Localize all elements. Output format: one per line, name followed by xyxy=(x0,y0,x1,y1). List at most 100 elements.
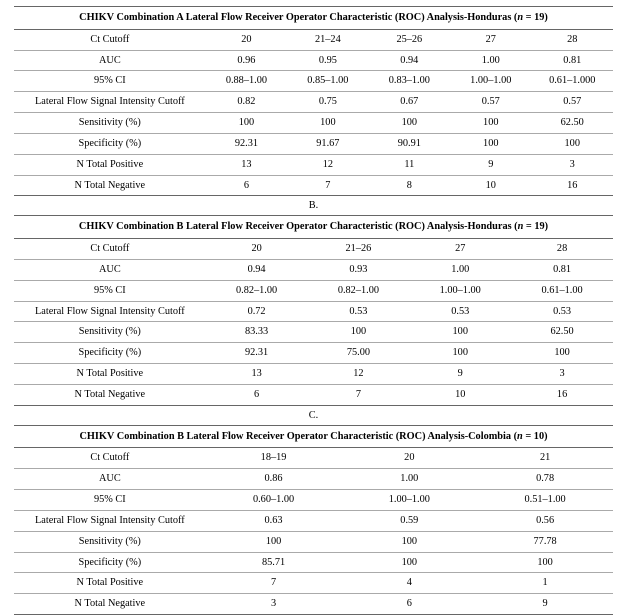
data-cell: 0.82–1.00 xyxy=(308,280,410,301)
data-cell: 83.33 xyxy=(206,322,308,343)
section-title: CHIKV Combination B Lateral Flow Receive… xyxy=(14,425,613,448)
data-cell: 10 xyxy=(450,175,531,196)
row-label: Lateral Flow Signal Intensity Cutoff xyxy=(14,301,206,322)
row-label: AUC xyxy=(14,50,206,71)
data-cell: 0.56 xyxy=(477,510,613,531)
row-label: AUC xyxy=(14,469,206,490)
row-label: 95% CI xyxy=(14,490,206,511)
data-cell: 6 xyxy=(206,175,287,196)
row-label: N Total Negative xyxy=(14,594,206,615)
col-header: 21 xyxy=(477,448,613,469)
row-label: N Total Positive xyxy=(14,573,206,594)
data-cell: 1.00–1.00 xyxy=(409,280,511,301)
data-cell: 100 xyxy=(341,552,477,573)
data-cell: 0.82 xyxy=(206,92,287,113)
col-header: 21–26 xyxy=(308,239,410,260)
data-cell: 12 xyxy=(308,364,410,385)
data-cell: 13 xyxy=(206,364,308,385)
row-label: N Total Negative xyxy=(14,384,206,405)
row-label: N Total Positive xyxy=(14,154,206,175)
row-label-header: Ct Cutoff xyxy=(14,239,206,260)
data-cell: 100 xyxy=(287,113,368,134)
row-label: 95% CI xyxy=(14,71,206,92)
data-cell: 4 xyxy=(341,573,477,594)
data-cell: 100 xyxy=(341,531,477,552)
col-header: 21–24 xyxy=(287,29,368,50)
data-cell: 0.57 xyxy=(532,92,614,113)
data-cell: 0.82–1.00 xyxy=(206,280,308,301)
data-cell: 0.53 xyxy=(308,301,410,322)
data-cell: 0.51–1.00 xyxy=(477,490,613,511)
data-cell: 100 xyxy=(409,322,511,343)
data-cell: 9 xyxy=(450,154,531,175)
data-cell: 9 xyxy=(409,364,511,385)
data-cell: 0.53 xyxy=(511,301,613,322)
data-cell: 3 xyxy=(532,154,614,175)
data-cell: 100 xyxy=(206,113,287,134)
row-label: Lateral Flow Signal Intensity Cutoff xyxy=(14,510,206,531)
section-title: CHIKV Combination B Lateral Flow Receive… xyxy=(14,216,613,239)
data-cell: 1 xyxy=(477,573,613,594)
data-cell: 90.91 xyxy=(369,133,450,154)
data-cell: 10 xyxy=(409,384,511,405)
row-label: N Total Negative xyxy=(14,175,206,196)
col-header: 20 xyxy=(341,448,477,469)
roc-table: CHIKV Combination A Lateral Flow Receive… xyxy=(14,6,613,196)
col-header: 18–19 xyxy=(206,448,342,469)
data-cell: 0.60–1.00 xyxy=(206,490,342,511)
data-cell: 0.95 xyxy=(287,50,368,71)
panel-letter: C. xyxy=(14,408,613,425)
col-header: 28 xyxy=(532,29,614,50)
row-label: Lateral Flow Signal Intensity Cutoff xyxy=(14,92,206,113)
data-cell: 0.96 xyxy=(206,50,287,71)
data-cell: 0.61–1.00 xyxy=(511,280,613,301)
data-cell: 6 xyxy=(206,384,308,405)
data-cell: 6 xyxy=(341,594,477,615)
data-cell: 1.00 xyxy=(409,259,511,280)
data-cell: 1.00 xyxy=(341,469,477,490)
data-cell: 7 xyxy=(206,573,342,594)
data-cell: 100 xyxy=(450,133,531,154)
data-cell: 0.75 xyxy=(287,92,368,113)
data-cell: 0.59 xyxy=(341,510,477,531)
data-cell: 100 xyxy=(477,552,613,573)
col-header: 27 xyxy=(409,239,511,260)
data-cell: 0.61–1.000 xyxy=(532,71,614,92)
data-cell: 7 xyxy=(308,384,410,405)
data-cell: 0.94 xyxy=(206,259,308,280)
data-cell: 13 xyxy=(206,154,287,175)
row-label: AUC xyxy=(14,259,206,280)
col-header: 20 xyxy=(206,239,308,260)
data-cell: 77.78 xyxy=(477,531,613,552)
data-cell: 3 xyxy=(511,364,613,385)
row-label: Sensitivity (%) xyxy=(14,531,206,552)
data-cell: 16 xyxy=(511,384,613,405)
data-cell: 100 xyxy=(450,113,531,134)
data-cell: 85.71 xyxy=(206,552,342,573)
col-header: 25–26 xyxy=(369,29,450,50)
data-cell: 12 xyxy=(287,154,368,175)
row-label: Sensitivity (%) xyxy=(14,113,206,134)
col-header: 20 xyxy=(206,29,287,50)
data-cell: 75.00 xyxy=(308,343,410,364)
data-cell: 0.93 xyxy=(308,259,410,280)
data-cell: 0.81 xyxy=(511,259,613,280)
data-cell: 100 xyxy=(532,133,614,154)
data-cell: 0.67 xyxy=(369,92,450,113)
data-cell: 0.63 xyxy=(206,510,342,531)
page-root: CHIKV Combination A Lateral Flow Receive… xyxy=(0,0,627,564)
data-cell: 0.78 xyxy=(477,469,613,490)
row-label-header: Ct Cutoff xyxy=(14,29,206,50)
data-cell: 16 xyxy=(532,175,614,196)
data-cell: 62.50 xyxy=(532,113,614,134)
data-cell: 0.72 xyxy=(206,301,308,322)
data-cell: 0.86 xyxy=(206,469,342,490)
data-cell: 1.00–1.00 xyxy=(450,71,531,92)
panel-letter: B. xyxy=(14,198,613,215)
data-cell: 1.00–1.00 xyxy=(341,490,477,511)
data-cell: 100 xyxy=(369,113,450,134)
row-label: Sensitivity (%) xyxy=(14,322,206,343)
data-cell: 0.94 xyxy=(369,50,450,71)
data-cell: 100 xyxy=(409,343,511,364)
roc-table: CHIKV Combination B Lateral Flow Receive… xyxy=(14,215,613,405)
